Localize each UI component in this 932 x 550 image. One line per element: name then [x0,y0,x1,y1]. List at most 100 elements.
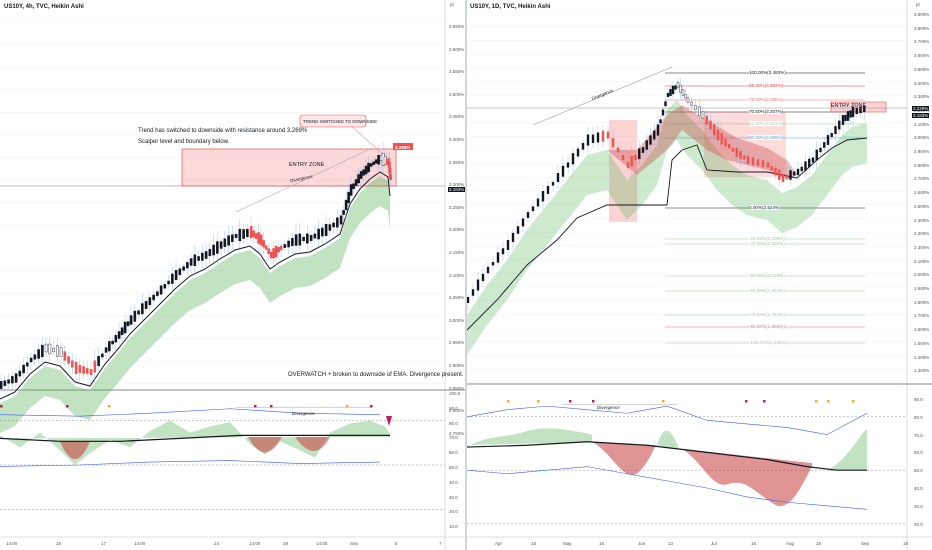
candle-body [208,248,212,257]
candle-body [735,147,738,158]
price-tick-label: 3.100% [914,121,930,127]
callout-box [299,114,367,128]
candle-body [26,362,29,367]
candle-body [93,360,97,373]
price-tick-label: 2.900% [914,149,930,154]
time-tick-label: 18 [531,541,537,546]
candle-body [227,235,230,246]
candle-body [41,344,44,358]
candle-body [313,233,317,239]
candle-body [352,183,355,190]
time-tick-label: 24 [214,541,220,546]
candle-body [571,153,575,165]
price-tick-label: 3.600% [449,46,465,52]
price-tick-label: 2.800% [449,408,465,414]
price-tick-label: 2.000% [914,272,930,278]
candle-body [641,147,645,153]
candle-body [101,353,104,358]
signal-marker [852,400,855,403]
candle-body [649,135,652,145]
price-badge-bg [393,143,413,150]
candle-body [576,148,580,157]
osc-green-fill [827,429,867,471]
candle-body [242,229,245,239]
candle-body [849,110,852,118]
left-chart-pane[interactable]: US10Y, 4h, TVC, Heikin Ashi Trend has sw… [0,0,466,550]
right-divergence-osc-label: Divergence [597,405,620,410]
scalper-line [467,137,868,331]
candle-body [756,159,760,166]
fib-level-label: 88.60%(3.382%) [749,83,784,88]
price-tick-label: 3.400% [914,80,930,86]
candle-body [182,266,185,271]
price-tick-label: 3.700% [914,39,930,45]
candle-body [52,347,55,353]
candle-body [152,294,155,301]
fib-level-label: 78.60%(3.285%) [749,97,784,102]
candle-body [97,355,100,367]
price-tick-label: 3.300% [914,94,930,100]
candle-body [33,354,37,360]
time-tick-label: Sep [350,541,359,546]
signal-marker [254,405,257,408]
signal-marker [827,400,830,403]
left-chart-canvas[interactable] [0,0,465,550]
signal-marker [346,405,349,408]
osc-green-fill [467,428,592,448]
candle-body [551,181,555,186]
price-tick-label: 1.400% [914,354,930,360]
candle-body [144,301,148,309]
right-chart-pane[interactable]: US10Y, 1D, TVC, Heikin Ashi ENTRY ZONE D… [467,0,932,550]
candle-body [339,215,343,225]
candle-body [328,224,332,231]
candle-body [621,154,625,161]
candle-body [531,206,535,212]
candle-body [720,133,723,145]
candle-body [761,160,765,168]
candle-body [321,227,324,237]
candle-body [739,150,742,160]
right-chart-canvas[interactable] [467,0,932,550]
osc-tick-label: 40.0 [914,486,923,491]
candle-body [731,148,735,152]
candle-body [481,273,485,282]
signal-marker [108,405,111,408]
candle-body [178,268,182,276]
trend-annotation: Trend has switched to downside with resi… [138,128,308,134]
candle-body [778,169,781,180]
candle-body [193,254,197,267]
right-last-price: 3.229% [912,106,930,111]
candle-body [626,162,630,168]
candle-body [661,109,665,116]
candle-body [252,230,255,238]
candle-body [728,143,731,149]
overwatch-annotation: OVERWATCH + broken to downside of EMA. D… [288,372,464,378]
osc-tick-label: 20.0 [914,521,923,527]
candle-body [269,251,273,259]
osc-tick-label: 90.0 [449,405,458,411]
entry-zone-box [830,101,887,113]
signal-marker [270,405,273,408]
candle-body [659,119,662,124]
time-tick-label: 14:00 [249,541,261,546]
candle-body [344,199,348,211]
candle-body [491,261,495,266]
candle-body [586,134,590,146]
fib-level-label: 0.00%(2.524%) [749,205,781,210]
candle-body [681,89,685,96]
price-tick-label: 1.700% [914,313,930,319]
price-tick-label: 3.500% [914,66,930,72]
candle-body [59,347,63,357]
osc-tick-label: 60.0 [914,450,923,456]
scalper-annotation: Scalper level and boundary below. [138,139,230,145]
candle-body [566,162,570,168]
pane-divider[interactable] [465,0,467,550]
candle-body [606,131,610,139]
price-tick-label: 2.300% [914,231,930,237]
candle-body [274,245,278,258]
candle-body [638,148,641,160]
left-divergence-osc-label: Divergence [292,411,315,416]
osc-tick-label: 80.0 [449,420,458,426]
osc-green-fill [0,420,390,465]
candle-body [556,173,560,182]
